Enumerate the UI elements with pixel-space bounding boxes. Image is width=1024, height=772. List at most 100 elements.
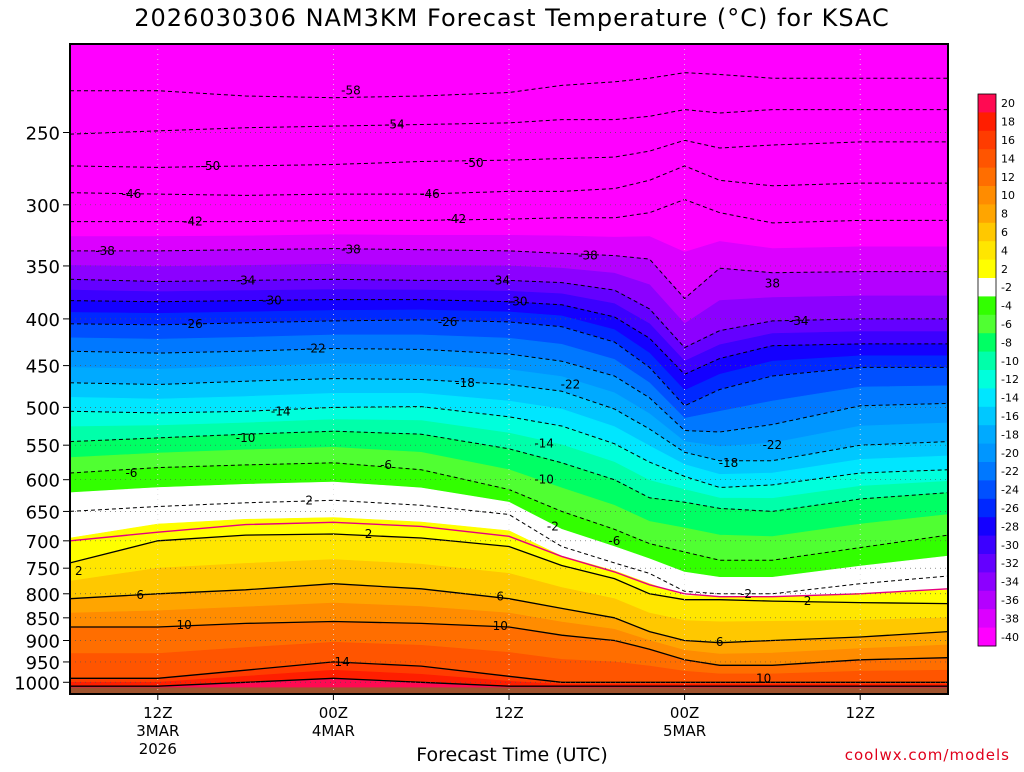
x-axis-label: Forecast Time (UTC): [416, 744, 608, 766]
contour-label: -22: [561, 378, 581, 392]
contour-label: -10: [534, 473, 554, 487]
contour-label: -38: [95, 244, 115, 258]
colorbar-label: -18: [1001, 428, 1019, 441]
contour-label: -18: [719, 456, 739, 470]
y-tick-label: 500: [26, 398, 60, 419]
y-tick-label: 750: [26, 559, 60, 580]
contour-label: 10: [176, 618, 191, 632]
y-tick-label: 900: [26, 631, 60, 652]
contour-label: -46: [420, 187, 440, 201]
colorbar-label: 10: [1001, 189, 1015, 202]
colorbar-swatch: [978, 186, 996, 205]
contour-label: 10: [493, 619, 508, 633]
contour-label: 6: [136, 588, 144, 602]
contour-label: -34: [789, 314, 809, 328]
isotherm--34: [70, 278, 948, 349]
colorbar-swatch: [978, 241, 996, 261]
y-tick-label: 300: [26, 196, 60, 217]
colorbar-label: -30: [1001, 539, 1019, 552]
y-tick-label: 600: [26, 471, 60, 492]
colorbar-swatch: [978, 149, 996, 169]
colorbar-label: 6: [1001, 226, 1008, 239]
x-tick-label: 00Z: [670, 704, 699, 722]
contour-label: -38: [341, 243, 361, 257]
y-tick-label: 400: [26, 310, 60, 331]
colorbar-swatch: [978, 222, 996, 242]
colorbar-swatch: [978, 517, 996, 537]
colorbar-swatch: [978, 388, 996, 408]
isotherm--46: [70, 165, 948, 196]
colorbar-label: -38: [1001, 612, 1019, 625]
x-tick-label: 4MAR: [312, 722, 355, 740]
colorbar-label: -32: [1001, 557, 1019, 570]
x-tick-label: 5MAR: [663, 722, 706, 740]
colorbar-swatch: [978, 406, 996, 426]
isotherm--18: [70, 378, 948, 462]
colorbar-label: -36: [1001, 594, 1019, 607]
x-tick-label: 00Z: [319, 704, 348, 722]
colorbar-swatch: [978, 627, 996, 647]
contour-label: 14: [335, 655, 350, 669]
colorbar-swatch: [978, 296, 996, 316]
colorbar-label: -8: [1001, 336, 1012, 349]
y-tick-label: 850: [26, 609, 60, 630]
colorbar-swatch: [978, 314, 996, 334]
credit-link[interactable]: coolwx.com/models: [844, 746, 1010, 764]
colorbar-swatch: [978, 112, 996, 132]
contour-label: -2: [740, 587, 752, 601]
contour-label: -6: [380, 458, 392, 472]
y-tick-label: 650: [26, 502, 60, 523]
colorbar-swatch: [978, 204, 996, 224]
colorbar-swatch: [978, 167, 996, 187]
contour-label: -22: [763, 438, 783, 452]
colorbar-swatch: [978, 498, 996, 518]
colorbar-label: -20: [1001, 447, 1019, 460]
colorbar-swatch: [978, 370, 996, 389]
y-tick-label: 800: [26, 585, 60, 606]
isotherm-6: [70, 583, 948, 644]
contour-label: -42: [447, 212, 467, 226]
colorbar-swatch: [978, 259, 996, 279]
colorbar-label: -4: [1001, 300, 1012, 313]
colorbar-swatch: [978, 278, 996, 297]
contour-label: -18: [455, 376, 475, 390]
x-tick-label: 2026: [139, 740, 177, 758]
isotherm--42: [70, 198, 948, 224]
contour-label: -14: [271, 404, 291, 418]
colorbar-label: 4: [1001, 244, 1008, 257]
isotherm--50: [70, 139, 948, 168]
colorbar-label: 14: [1001, 152, 1015, 165]
colorbar-swatch: [978, 425, 996, 445]
contour-label: -50: [464, 156, 484, 170]
colorbar-swatch: [978, 130, 996, 150]
colorbar-swatch: [978, 609, 996, 629]
contour-label: -6: [125, 466, 137, 480]
colorbar-label: 2: [1001, 263, 1008, 276]
colorbar-label: -34: [1001, 576, 1019, 589]
colorbar-swatch: [978, 333, 996, 353]
colorbar-label: -22: [1001, 465, 1019, 478]
isotherm--10: [70, 430, 948, 512]
colorbar-label: -16: [1001, 410, 1019, 423]
below-ground-strip: [70, 687, 948, 694]
isotherm--58: [70, 72, 948, 99]
contour-label: -14: [534, 437, 554, 451]
colorbar-label: 18: [1001, 116, 1015, 129]
isotherm-14: [70, 661, 948, 683]
chart-title: 2026030306 NAM3KM Forecast Temperature (…: [134, 4, 890, 32]
y-tick-label: 550: [26, 436, 60, 457]
x-tick-label: 12Z: [846, 704, 875, 722]
y-tick-label: 950: [26, 653, 60, 674]
isotherm--22: [70, 347, 948, 433]
colorbar-swatch: [978, 462, 996, 481]
isotherm--2: [70, 499, 948, 595]
contour-label: -2: [547, 519, 559, 533]
contour-label: -46: [122, 187, 142, 201]
contour-label: -50: [201, 159, 221, 173]
isotherm-18: [70, 677, 948, 687]
colorbar-label: 16: [1001, 134, 1015, 147]
contour-label: -30: [262, 294, 282, 308]
colorbar-swatch: [978, 554, 996, 573]
colorbar-swatch: [978, 94, 996, 113]
